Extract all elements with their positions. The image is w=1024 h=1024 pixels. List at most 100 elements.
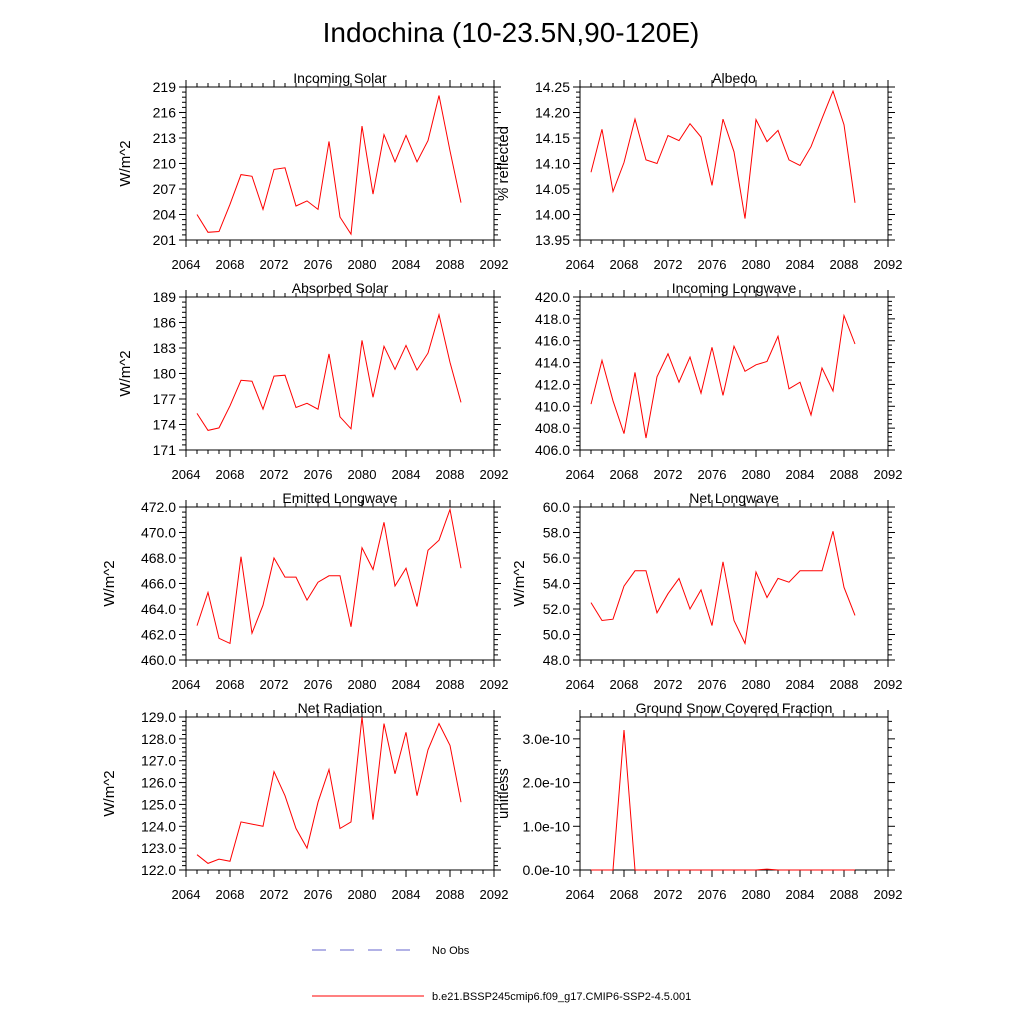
x-tick-label: 2076 <box>698 887 727 902</box>
plot-frame <box>185 506 495 661</box>
y-tick-label: 0.0e-10 <box>523 862 571 878</box>
x-tick-label: 2084 <box>392 677 421 692</box>
x-tick-label: 2064 <box>566 887 595 902</box>
panel-5: Emitted Longwave 2064 2068 2072 2076 2080 2084… <box>101 490 508 692</box>
y-axis-label: W/m^2 <box>101 770 118 816</box>
x-tick-label: 2092 <box>480 467 509 482</box>
y-tick-label: 54.0 <box>543 576 570 592</box>
y-tick-label: 58.0 <box>543 525 570 541</box>
y-tick-label: 420.0 <box>535 289 570 305</box>
x-tick-label: 2080 <box>348 887 377 902</box>
y-tick-label: 210 <box>153 156 177 172</box>
y-tick-label: 472.0 <box>141 499 176 515</box>
x-tick-label: 2068 <box>216 467 245 482</box>
x-tick-label: 2076 <box>698 467 727 482</box>
x-tick-label: 2092 <box>874 257 903 272</box>
y-tick-label: 462.0 <box>141 627 176 643</box>
y-tick-label: 14.10 <box>535 156 570 172</box>
x-tick-label: 2092 <box>874 467 903 482</box>
x-tick-label: 2092 <box>480 257 509 272</box>
panel-title: Incoming Longwave <box>672 280 797 296</box>
x-tick-label: 2064 <box>172 677 201 692</box>
y-axis-label: W/m^2 <box>511 560 528 606</box>
y-tick-label: 177 <box>153 391 177 407</box>
series-line <box>196 716 462 864</box>
series-line <box>590 531 856 646</box>
y-tick-label: 468.0 <box>141 550 176 566</box>
y-tick-label: 466.0 <box>141 576 176 592</box>
x-tick-label: 2080 <box>742 467 771 482</box>
y-tick-label: 129.0 <box>141 709 176 725</box>
y-axis-label: W/m^2 <box>101 560 118 606</box>
panel-title: Absorbed Solar <box>292 280 389 296</box>
y-tick-label: 2.0e-10 <box>523 775 571 791</box>
y-tick-label: 460.0 <box>141 652 176 668</box>
x-tick-label: 2076 <box>304 467 333 482</box>
y-tick-label: 14.00 <box>535 207 570 223</box>
panel-title: Incoming Solar <box>293 70 387 86</box>
x-tick-label: 2072 <box>654 887 683 902</box>
x-tick-label: 2080 <box>742 677 771 692</box>
x-tick-label: 2080 <box>348 257 377 272</box>
x-tick-label: 2088 <box>830 887 859 902</box>
y-tick-label: 52.0 <box>543 601 570 617</box>
x-tick-label: 2068 <box>216 257 245 272</box>
y-tick-label: 50.0 <box>543 627 570 643</box>
y-tick-label: 1.0e-10 <box>523 818 571 834</box>
y-tick-label: 126.0 <box>141 775 176 791</box>
plot-frame <box>185 296 495 451</box>
y-tick-label: 201 <box>153 232 177 248</box>
x-tick-label: 2072 <box>654 257 683 272</box>
panel-title: Net Radiation <box>298 700 383 716</box>
y-tick-label: 216 <box>153 105 177 121</box>
panel-8: Ground Snow Covered Fraction 2064 2068 2072… <box>495 700 902 902</box>
y-axis-label: unitless <box>495 768 512 819</box>
series-line <box>590 313 856 439</box>
panel-7: Net Radiation 2064 2068 2072 2076 2080 2084 208… <box>101 700 508 902</box>
x-tick-label: 2072 <box>654 467 683 482</box>
x-tick-label: 2088 <box>830 467 859 482</box>
y-tick-label: 414.0 <box>535 355 570 371</box>
panel-2: Albedo 2064 2068 2072 2076 2080 2084 2088 2092 13… <box>495 70 902 272</box>
plot-frame <box>579 716 889 871</box>
x-tick-label: 2076 <box>304 887 333 902</box>
legend-model-label: b.e21.BSSP245cmip6.f09_g17.CMIP6-SSP2-4.… <box>432 991 691 1003</box>
x-tick-label: 2092 <box>874 677 903 692</box>
x-tick-label: 2068 <box>610 467 639 482</box>
y-tick-label: 124.0 <box>141 818 176 834</box>
y-tick-label: 128.0 <box>141 731 176 747</box>
series-line <box>196 95 462 236</box>
y-tick-label: 56.0 <box>543 550 570 566</box>
y-tick-label: 122.0 <box>141 862 176 878</box>
panel-3: Absorbed Solar 2064 2068 2072 2076 2080 2084 20… <box>117 280 508 482</box>
x-tick-label: 2064 <box>566 677 595 692</box>
y-tick-label: 180 <box>153 366 177 382</box>
panels: Incoming Solar 2064 2068 2072 2076 2080 2084 20… <box>101 70 902 902</box>
y-tick-label: 219 <box>153 79 177 95</box>
x-tick-label: 2088 <box>436 887 465 902</box>
x-tick-label: 2084 <box>786 887 815 902</box>
x-tick-label: 2064 <box>566 257 595 272</box>
x-tick-label: 2092 <box>480 887 509 902</box>
y-tick-label: 14.05 <box>535 181 570 197</box>
y-tick-label: 406.0 <box>535 442 570 458</box>
y-tick-label: 470.0 <box>141 525 176 541</box>
legend: No Obs b.e21.BSSP245cmip6.f09_g17.CMIP6-… <box>312 945 691 1003</box>
y-tick-label: 171 <box>153 442 177 458</box>
panel-title: Ground Snow Covered Fraction <box>636 700 833 716</box>
series-line <box>590 89 856 219</box>
panel-title: Emitted Longwave <box>282 490 397 506</box>
x-tick-label: 2084 <box>392 467 421 482</box>
x-tick-label: 2064 <box>172 257 201 272</box>
plot-frame <box>579 296 889 451</box>
y-tick-label: 48.0 <box>543 652 570 668</box>
y-tick-label: 464.0 <box>141 601 176 617</box>
x-tick-label: 2088 <box>436 677 465 692</box>
y-tick-label: 183 <box>153 340 177 356</box>
y-tick-label: 3.0e-10 <box>523 731 571 747</box>
x-tick-label: 2088 <box>436 257 465 272</box>
x-tick-label: 2084 <box>786 257 815 272</box>
panel-4: Incoming Longwave 2064 2068 2072 2076 2080 208… <box>535 280 903 482</box>
series-line <box>591 730 855 871</box>
